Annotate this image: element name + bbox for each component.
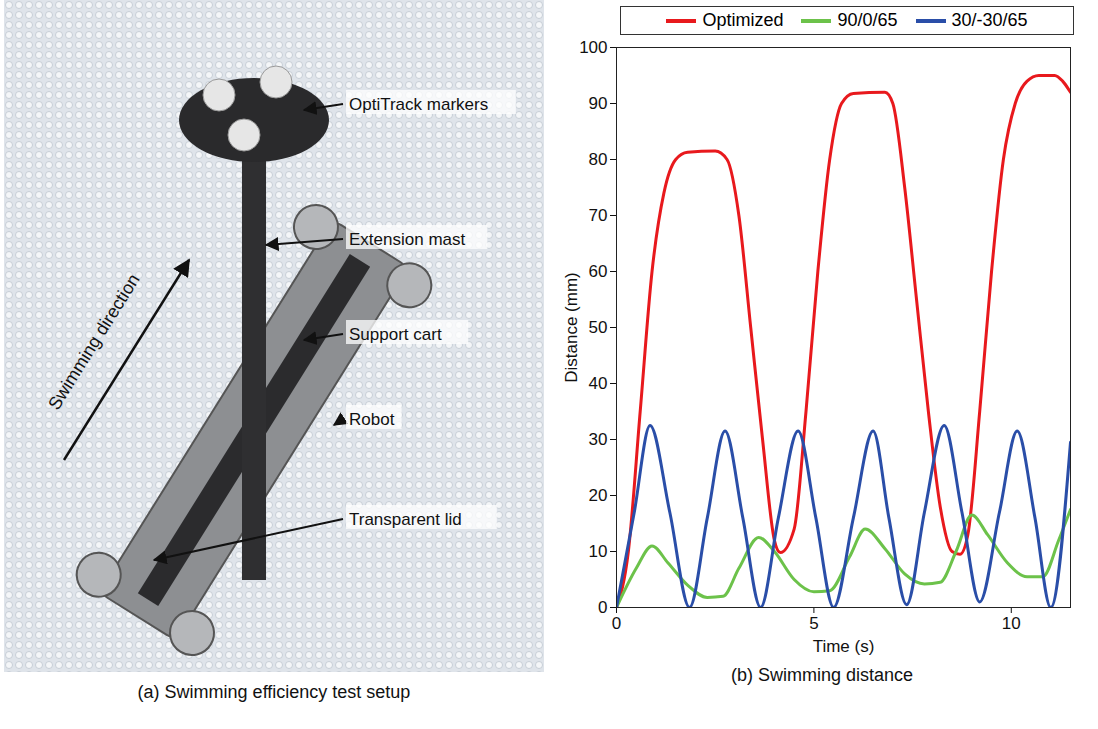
svg-text:Support cart: Support cart bbox=[349, 325, 442, 344]
svg-text:0: 0 bbox=[598, 598, 607, 617]
svg-text:60: 60 bbox=[589, 262, 608, 281]
svg-text:80: 80 bbox=[589, 150, 608, 169]
svg-text:Transparent lid: Transparent lid bbox=[349, 510, 462, 529]
html-text:30/-30/65: 30/-30/65 bbox=[951, 10, 1028, 30]
svg-text:30: 30 bbox=[589, 430, 608, 449]
svg-text:10: 10 bbox=[1002, 614, 1021, 633]
html-text:(b) Swimming distance: (b) Swimming distance bbox=[731, 665, 913, 685]
svg-text:Distance (mm): Distance (mm) bbox=[562, 272, 581, 383]
html-text:(a) Swimming efficiency test s: (a) Swimming efficiency test setup bbox=[137, 682, 411, 702]
html-text:90/0/65: 90/0/65 bbox=[837, 10, 898, 30]
svg-text:0: 0 bbox=[612, 614, 621, 633]
html-text:Optimized: Optimized bbox=[702, 10, 784, 30]
svg-text:Time (s): Time (s) bbox=[813, 637, 875, 656]
svg-text:Swimming direction: Swimming direction bbox=[44, 270, 144, 413]
svg-text:20: 20 bbox=[589, 486, 608, 505]
svg-text:10: 10 bbox=[589, 542, 608, 561]
svg-text:40: 40 bbox=[589, 374, 608, 393]
svg-text:90: 90 bbox=[589, 94, 608, 113]
svg-text:100: 100 bbox=[579, 38, 607, 57]
svg-text:5: 5 bbox=[809, 614, 818, 633]
svg-text:Robot: Robot bbox=[349, 410, 395, 429]
svg-text:50: 50 bbox=[589, 318, 608, 337]
svg-text:OptiTrack markers: OptiTrack markers bbox=[349, 95, 488, 114]
svg-text:Extension mast: Extension mast bbox=[349, 230, 465, 249]
svg-text:70: 70 bbox=[589, 206, 608, 225]
